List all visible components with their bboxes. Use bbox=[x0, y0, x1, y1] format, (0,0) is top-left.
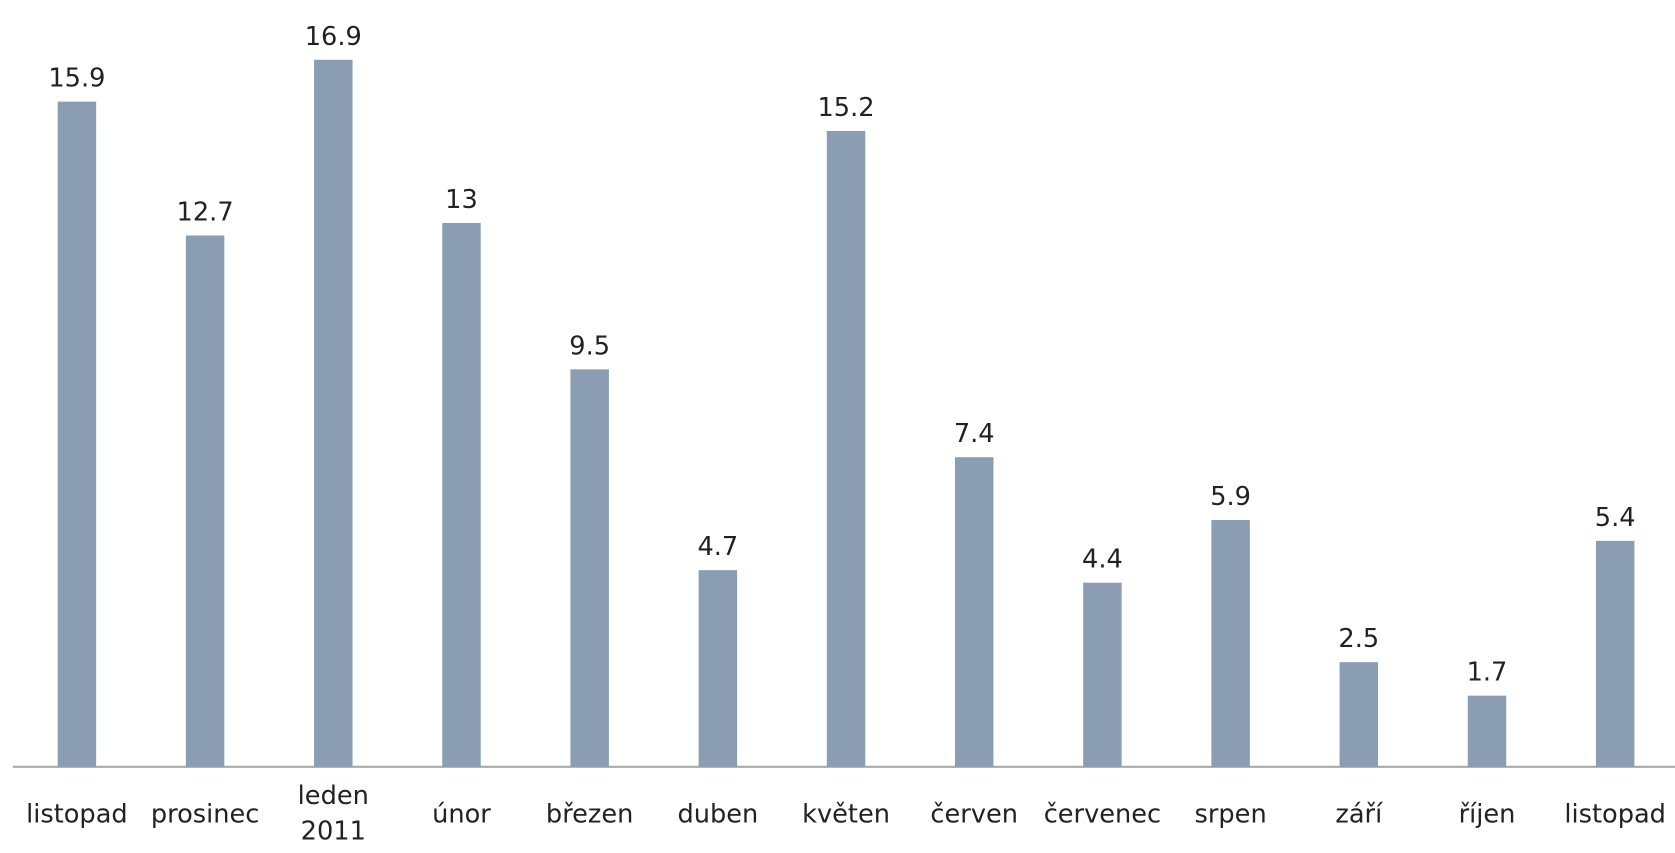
data-label: 15.9 bbox=[48, 64, 105, 94]
x-tick-label: leden 2011 bbox=[298, 781, 369, 846]
x-tick-label: listopad bbox=[1564, 799, 1666, 829]
data-label: 5.4 bbox=[1595, 503, 1636, 533]
bar bbox=[570, 369, 609, 767]
label-line: leden bbox=[298, 781, 369, 811]
data-label: 12.7 bbox=[177, 198, 234, 228]
data-label: 7.4 bbox=[954, 419, 995, 449]
data-label: 5.9 bbox=[1210, 482, 1251, 512]
data-label: 9.5 bbox=[569, 331, 610, 361]
x-tick-label: únor bbox=[432, 799, 491, 829]
label-line: 2011 bbox=[301, 816, 366, 846]
x-tick-label: prosinec bbox=[151, 799, 260, 829]
bar bbox=[1467, 695, 1507, 767]
data-label: 1.7 bbox=[1467, 658, 1508, 688]
x-tick-label: červen bbox=[930, 799, 1018, 829]
x-tick-label: srpen bbox=[1195, 799, 1267, 829]
x-tick-label: březen bbox=[546, 799, 633, 829]
bar bbox=[442, 222, 481, 767]
bar bbox=[57, 101, 97, 767]
x-tick-label: říjen bbox=[1459, 799, 1516, 829]
x-tick-label: květen bbox=[802, 799, 890, 829]
data-label: 13 bbox=[445, 185, 478, 215]
x-tick-label: červenec bbox=[1044, 799, 1161, 829]
bar bbox=[185, 235, 225, 767]
data-label: 4.7 bbox=[697, 532, 738, 562]
bar bbox=[826, 130, 866, 767]
bar bbox=[1339, 662, 1379, 767]
data-label: 15.2 bbox=[818, 93, 875, 123]
bar bbox=[955, 457, 994, 767]
bar bbox=[1595, 540, 1635, 767]
data-label: 4.4 bbox=[1082, 545, 1123, 575]
data-label: 16.9 bbox=[305, 22, 362, 52]
x-tick-label: listopad bbox=[26, 799, 128, 829]
data-label: 2.5 bbox=[1338, 624, 1379, 654]
bar bbox=[1083, 582, 1122, 767]
bar bbox=[1211, 519, 1250, 767]
bar bbox=[314, 59, 353, 767]
x-tick-label: duben bbox=[677, 799, 758, 829]
bar bbox=[698, 570, 738, 767]
x-tick-label: září bbox=[1335, 799, 1383, 829]
